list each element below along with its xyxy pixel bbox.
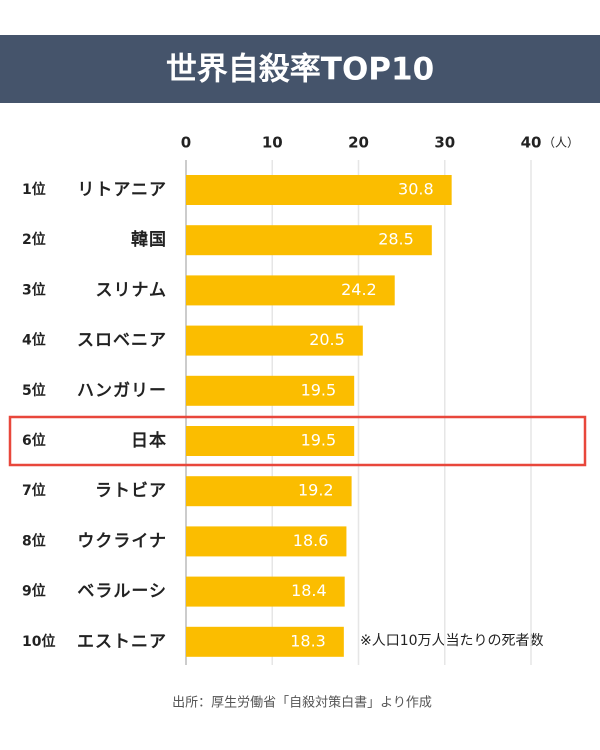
x-tick-label: 40 [521,134,542,152]
rank-label: 7位 [22,482,46,499]
rank-label: 1位 [22,181,46,198]
value-label: 18.6 [293,531,329,550]
value-label: 19.5 [301,431,337,450]
rank-label: 10位 [22,633,55,650]
bar [186,275,395,306]
rank-label: 2位 [22,231,46,248]
y-tick-label: リトアニア [77,180,167,200]
bar [186,526,347,557]
value-label: 30.8 [398,180,434,199]
y-tick-label: ベラルーシ [77,582,167,602]
bar [186,225,432,256]
value-label: 28.5 [378,230,414,249]
bar [186,375,355,406]
y-tick-label: 日本 [131,430,167,451]
bar [186,426,355,456]
y-tick-label: ラトビア [95,481,167,501]
x-unit: （人） [543,136,579,150]
value-label: 19.5 [301,380,337,399]
bar [186,626,344,657]
highlight-box [8,415,587,467]
value-label: 24.2 [341,280,377,299]
bar [186,576,345,607]
bar [186,476,352,507]
bar [186,175,452,205]
rank-label: 5位 [22,382,46,399]
rank-label: 3位 [22,281,46,298]
title-band [0,35,600,103]
rank-label: 8位 [22,532,46,549]
value-label: 19.2 [298,481,334,500]
rank-label: 4位 [22,332,46,349]
y-tick-label: ハンガリー [77,381,167,401]
value-label: 20.5 [309,330,345,349]
y-tick-label: スリナム [96,280,168,300]
y-tick-label: スロベニア [77,331,167,351]
x-tick-label: 10 [262,134,283,152]
x-tick-label: 30 [434,134,455,152]
x-tick-label: 20 [348,134,369,152]
bar [186,325,363,356]
x-tick-label: 0 [181,134,191,152]
rank-label: 9位 [22,583,46,600]
note: ※人口10万人当たりの死者数 [360,633,544,649]
rank-label: 6位 [22,432,46,449]
value-label: 18.3 [290,631,326,650]
source: 出所：厚生労働省「自殺対策白書」より作成 [172,695,432,711]
y-tick-label: 韓国 [131,229,167,250]
y-tick-label: エストニア [77,632,167,652]
value-label: 18.4 [291,581,327,600]
chart-title: 世界自殺率TOP10 [166,52,434,88]
y-tick-label: ウクライナ [77,531,167,551]
